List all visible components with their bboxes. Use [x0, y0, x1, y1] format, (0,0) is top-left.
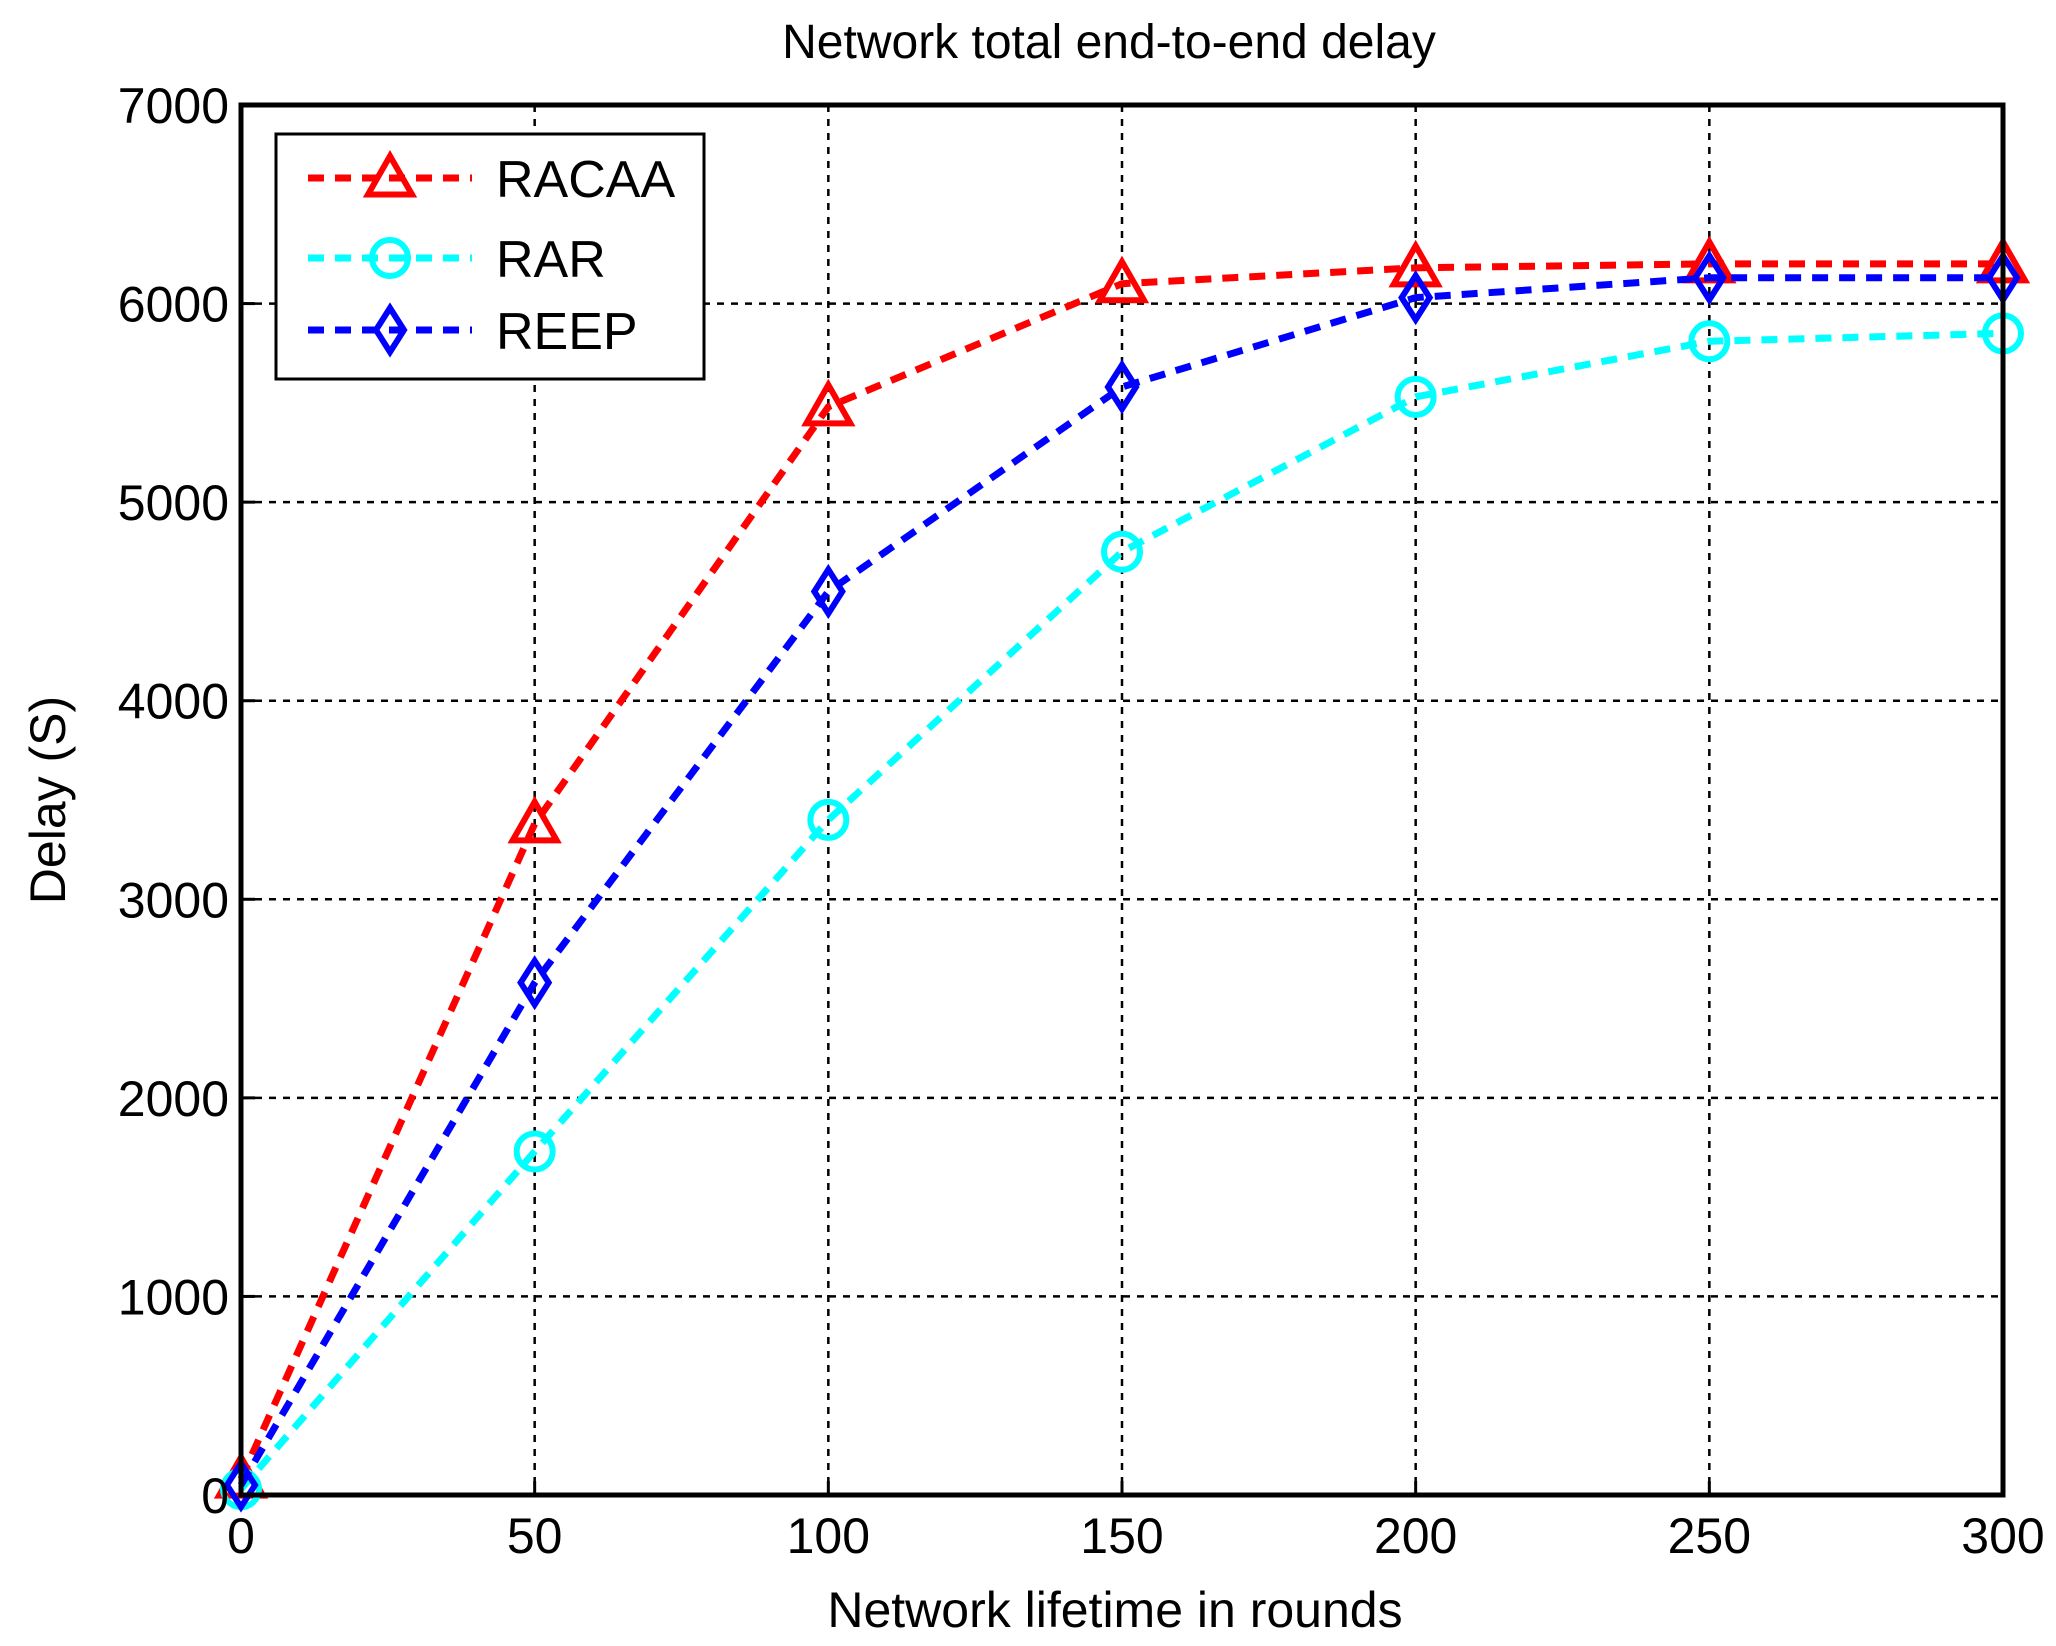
x-tick-label: 0	[227, 1508, 255, 1564]
data-point	[1094, 255, 1150, 304]
data-point	[223, 1457, 259, 1513]
legend-marker	[372, 302, 408, 358]
x-tick-label: 100	[787, 1508, 870, 1564]
data-point	[513, 1130, 556, 1173]
series-line	[237, 274, 2003, 1487]
data-point	[1104, 359, 1140, 415]
data-point	[507, 795, 562, 844]
series-reep	[223, 250, 2021, 1513]
series-line	[237, 260, 2003, 1481]
legend-label: RAR	[496, 231, 606, 289]
x-tick-label: 50	[507, 1508, 563, 1564]
series-line	[238, 329, 2004, 1492]
series-group	[213, 235, 2031, 1513]
x-tick-label: 200	[1374, 1508, 1457, 1564]
y-tick-label: 6000	[118, 277, 229, 333]
data-point	[810, 563, 846, 620]
chart-title: Network total end-to-end delay	[782, 16, 1436, 69]
legend: RACAA RAR REEP	[274, 132, 706, 381]
y-tick-label: 7000	[118, 78, 229, 134]
legend-item-reep: REEP	[308, 302, 638, 361]
data-point	[1101, 530, 1143, 573]
legend-label: RACAA	[496, 151, 675, 209]
data-point	[807, 798, 850, 841]
data-point	[801, 378, 856, 427]
data-point	[1394, 375, 1437, 418]
legend-item-racaa: RACAA	[308, 149, 675, 209]
y-tick-label: 0	[201, 1468, 229, 1524]
y-tick-label: 5000	[118, 475, 229, 531]
legend-item-rar: RAR	[308, 231, 606, 289]
x-tick-label: 250	[1668, 1508, 1751, 1564]
y-tick-label: 3000	[118, 872, 229, 928]
data-point	[1688, 320, 1731, 363]
legend-label: REEP	[496, 303, 638, 361]
data-point	[1388, 239, 1443, 288]
axis-ticks: 0 50 100 150 200 250 3000100020003000400050006…	[118, 78, 2045, 1564]
legend-marker	[362, 149, 418, 198]
data-point	[1691, 250, 1727, 306]
data-point	[1398, 270, 1434, 326]
data-point	[517, 955, 553, 1011]
y-tick-label: 4000	[118, 674, 229, 730]
x-tick-label: 300	[1961, 1508, 2044, 1564]
y-axis-label: Delay (S)	[20, 696, 76, 904]
y-tick-label: 2000	[118, 1071, 229, 1127]
y-tick-label: 1000	[118, 1269, 229, 1325]
x-axis-label: Network lifetime in rounds	[827, 1582, 1402, 1638]
x-tick-label: 150	[1080, 1508, 1163, 1564]
legend-marker	[369, 237, 411, 279]
